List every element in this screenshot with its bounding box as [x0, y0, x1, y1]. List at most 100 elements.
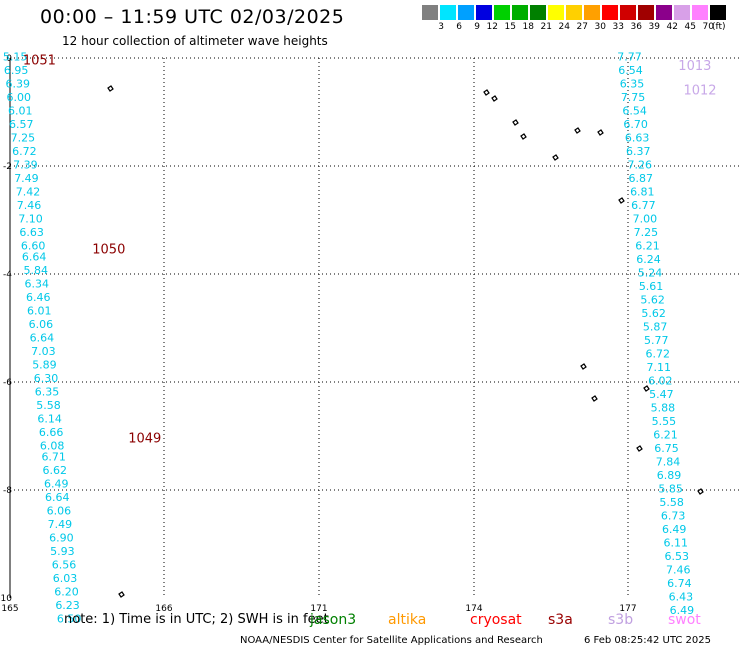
wave-height-label: 6.62 [42, 464, 67, 477]
wave-height-label: 7.46 [17, 199, 42, 212]
wave-height-label: 6.77 [631, 199, 656, 212]
color-scale-label: 36 [630, 22, 642, 32]
wave-height-label: 6.06 [47, 504, 72, 517]
pressure-label: 1013 [678, 59, 711, 74]
wave-height-label: 6.20 [54, 585, 79, 598]
chart-subtitle: 12 hour collection of altimeter wave hei… [62, 34, 328, 48]
island-outline [491, 95, 498, 102]
x-tick-label: 177 [619, 604, 636, 614]
island-outline [591, 395, 598, 402]
color-swatch [620, 5, 636, 20]
wave-height-label: 6.64 [22, 251, 47, 264]
wave-height-label: 5.88 [651, 402, 676, 415]
color-scale-label: 39 [648, 22, 660, 32]
wave-height-label: 6.34 [24, 278, 49, 291]
satellite-label: altika [388, 612, 427, 628]
wave-height-label: 5.55 [652, 415, 677, 428]
wave-height-label: 6.73 [661, 510, 686, 523]
color-scale-label: 45 [684, 22, 696, 32]
satellite-label: s3a [548, 612, 573, 628]
wave-height-label: 7.77 [617, 51, 642, 64]
wave-height-label: 7.25 [634, 226, 659, 239]
color-swatch [566, 5, 582, 20]
color-scale-label: 27 [576, 22, 588, 32]
wave-height-label: 6.43 [669, 591, 694, 604]
color-scale-label: 42 [666, 22, 678, 32]
island-outline [580, 363, 587, 370]
wave-height-label: 6.70 [623, 118, 648, 131]
color-scale-label: 33 [612, 22, 624, 32]
island-outline [512, 119, 519, 126]
wave-height-label: 6.14 [37, 413, 62, 426]
wave-height-label: 5.89 [32, 359, 57, 372]
wave-height-label: 6.95 [4, 64, 29, 77]
y-tick-label: 0 [6, 54, 12, 64]
wave-height-label: 6.60 [21, 240, 46, 253]
island-outline [697, 488, 704, 495]
color-scale-label: 21 [540, 22, 552, 32]
y-tick-label: -2 [3, 162, 12, 172]
wave-height-label: 6.03 [53, 572, 78, 585]
color-swatch [710, 5, 726, 20]
wave-height-label: 6.63 [625, 132, 650, 145]
y-tick-label: -4 [3, 270, 12, 280]
wave-height-label: 6.63 [19, 226, 44, 239]
wave-height-label: 6.64 [45, 491, 70, 504]
color-scale-label: 3 [438, 22, 444, 32]
wave-height-label: 6.90 [49, 531, 74, 544]
wave-height-label: 6.00 [6, 91, 31, 104]
wave-height-label: 5.61 [639, 280, 664, 293]
wave-height-label: 6.39 [5, 78, 30, 91]
color-swatch [692, 5, 708, 20]
wave-height-label: 5.77 [644, 334, 669, 347]
pressure-label: 1049 [128, 432, 161, 447]
wave-height-label: 5.47 [649, 388, 674, 401]
island-outline [520, 133, 527, 140]
color-swatch [584, 5, 600, 20]
color-swatch [638, 5, 654, 20]
color-swatch [422, 5, 438, 20]
wave-height-label: 5.58 [659, 496, 684, 509]
wave-height-label: 6.87 [629, 172, 654, 185]
color-scale-label: 9 [474, 22, 480, 32]
wave-height-label: 6.30 [34, 372, 59, 385]
wave-height-label: 6.21 [653, 429, 678, 442]
chart-title: 00:00 – 11:59 UTC 02/03/2025 [40, 6, 345, 28]
wave-height-label: 6.01 [27, 305, 52, 318]
wave-height-label: 6.89 [657, 469, 682, 482]
satellite-label: s3b [608, 612, 634, 628]
color-swatch [476, 5, 492, 20]
generation-timestamp: 6 Feb 08:25:42 UTC 2025 [584, 635, 711, 646]
wave-height-label: 6.66 [39, 426, 64, 439]
wave-height-label: 7.03 [31, 345, 56, 358]
color-swatch [656, 5, 672, 20]
color-scale-unit: (ft) [712, 22, 726, 32]
wave-height-label: 7.10 [18, 213, 43, 226]
color-swatch [548, 5, 564, 20]
x-tick-label: 166 [155, 604, 172, 614]
color-scale-label: 6 [456, 22, 462, 32]
wave-height-label: 5.62 [640, 294, 665, 307]
color-scale-label: 18 [522, 22, 534, 32]
wave-height-label: 6.02 [648, 375, 673, 388]
island-outline [636, 445, 643, 452]
satellite-label: cryosat [470, 612, 522, 628]
color-swatch [530, 5, 546, 20]
y-tick-label: -6 [3, 378, 12, 388]
wave-height-label: 6.01 [8, 105, 33, 118]
wave-height-label: 6.72 [645, 348, 670, 361]
pressure-label: 1012 [683, 83, 716, 98]
wave-height-label: 6.57 [9, 118, 34, 131]
wave-height-label: 6.71 [41, 450, 66, 463]
wave-height-label: 6.11 [663, 537, 688, 550]
wave-height-label: 7.49 [48, 518, 73, 531]
pressure-label: 1050 [92, 243, 125, 258]
x-tick-label: 171 [310, 604, 327, 614]
wave-height-label: 6.08 [40, 440, 65, 453]
wave-height-label: 6.23 [55, 599, 80, 612]
credit-line: NOAA/NESDIS Center for Satellite Applica… [240, 635, 543, 646]
wave-height-label: 5.62 [641, 307, 666, 320]
color-swatch [674, 5, 690, 20]
color-scale-label: 24 [558, 22, 570, 32]
wave-height-label: 6.49 [670, 604, 695, 617]
